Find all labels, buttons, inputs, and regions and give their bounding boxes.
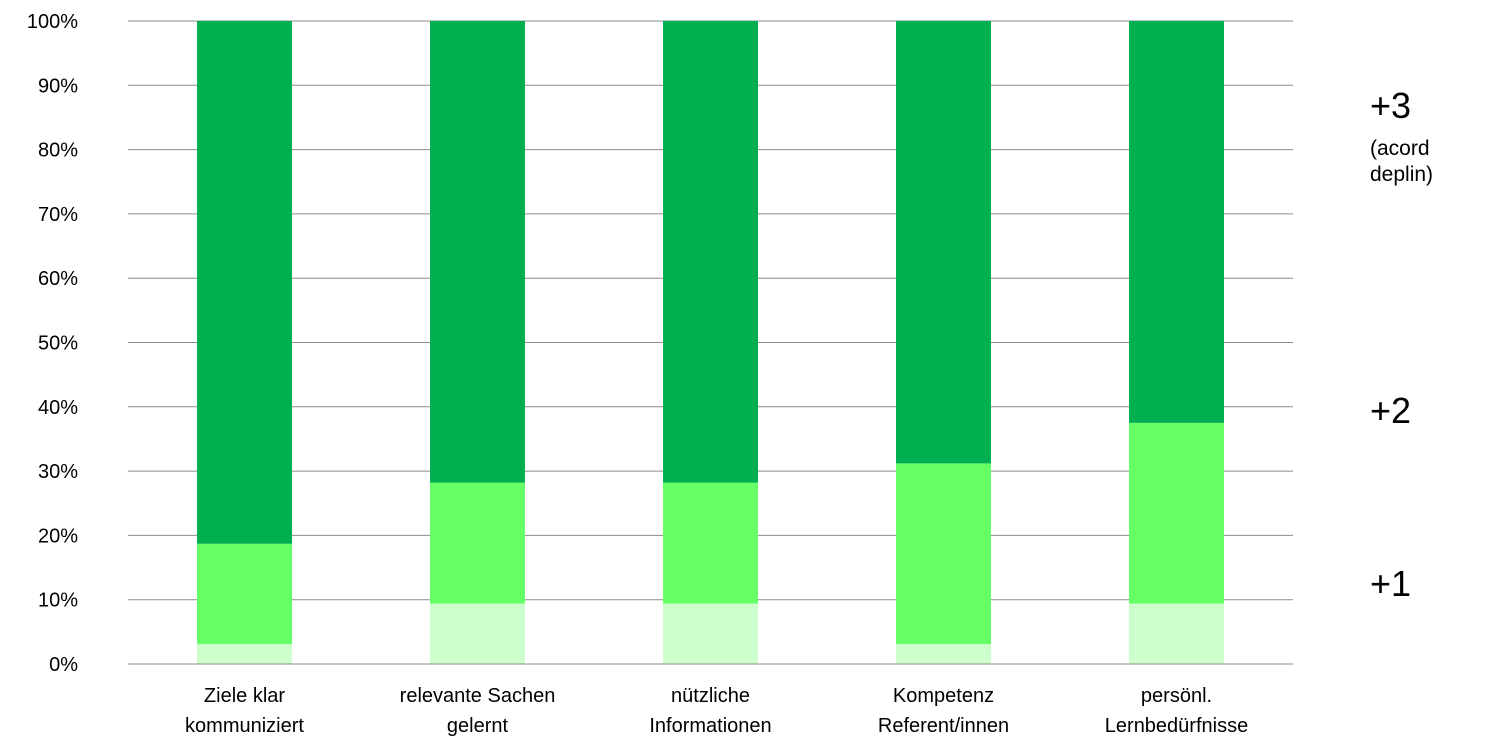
y-tick-label: 100% [27, 11, 78, 33]
x-tick-label: relevante Sachen [400, 685, 556, 707]
y-tick-label: 50% [38, 333, 78, 355]
x-tick-label: nützliche [671, 685, 750, 707]
bar-segment [896, 644, 991, 664]
bar-segment [1129, 422, 1224, 604]
x-tick-label: Ziele klar [204, 685, 285, 707]
bar-segment [430, 21, 525, 483]
bar-segment [197, 644, 292, 664]
x-tick-label: kommuniziert [185, 715, 304, 737]
y-axis-ticks: 0% 10% 20% 30% 40% 50% 60% 70% 80% 90% 100% [27, 11, 78, 676]
y-tick-label: 60% [38, 268, 78, 290]
legend-note-line2: deplin) [1370, 163, 1434, 186]
y-tick-label: 80% [38, 140, 78, 162]
y-tick-label: 10% [38, 590, 78, 612]
bar-segment [663, 21, 758, 483]
bar-segment [663, 482, 758, 604]
legend-label-plus1: +1 [1370, 563, 1412, 604]
legend-label-plus2: +2 [1370, 390, 1412, 431]
bar-segment [430, 482, 525, 604]
x-axis-labels: Ziele klar kommuniziert relevante Sachen ge… [185, 685, 1248, 737]
x-tick-label: gelernt [447, 715, 509, 737]
bar-segment [197, 21, 292, 544]
x-tick-label: persönl. [1141, 685, 1212, 707]
legend-note-line1: (acord [1370, 137, 1430, 160]
y-tick-label: 90% [38, 75, 78, 97]
bar-segment [197, 543, 292, 645]
bar-segment [896, 21, 991, 464]
x-tick-label: Referent/innen [878, 715, 1009, 737]
bar-segment [430, 603, 525, 664]
legend-label-plus3: +3 [1370, 85, 1412, 126]
y-tick-label: 40% [38, 397, 78, 419]
bar-segment [1129, 603, 1224, 664]
bar-segment [1129, 21, 1224, 423]
x-tick-label: Lernbedürfnisse [1105, 715, 1248, 737]
y-tick-label: 20% [38, 525, 78, 547]
bar-segment [896, 463, 991, 645]
y-tick-label: 0% [49, 654, 78, 676]
bars [197, 21, 1224, 664]
y-tick-label: 30% [38, 461, 78, 483]
bar-segment [663, 603, 758, 664]
x-tick-label: Kompetenz [893, 685, 994, 707]
x-tick-label: Informationen [649, 715, 771, 737]
y-tick-label: 70% [38, 204, 78, 226]
